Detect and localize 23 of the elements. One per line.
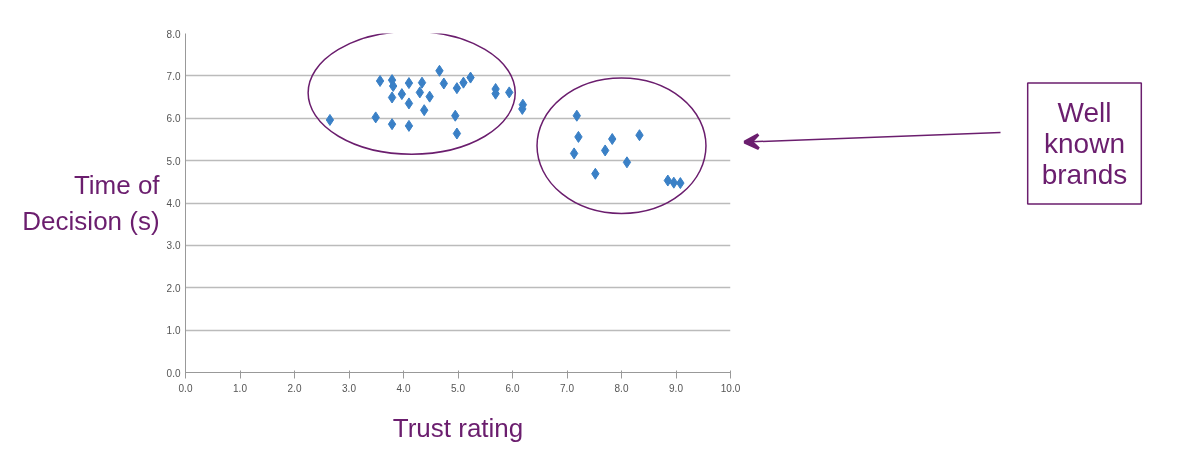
y-tick-label: 5.0	[166, 155, 181, 167]
x-tick-label: 9.0	[669, 382, 684, 394]
x-tick-label: 0.0	[178, 382, 193, 394]
y-tick-label: 7.0	[166, 70, 181, 82]
x-tick-label: 10.0	[720, 382, 741, 394]
x-tick-label: 7.0	[560, 382, 575, 394]
x-axis-title: Trust rating	[392, 412, 524, 443]
x-tick-label: 2.0	[287, 382, 302, 394]
x-tick-label: 3.0	[342, 382, 357, 394]
y-tick-label: 8.0	[166, 28, 181, 40]
x-tick-label: 5.0	[451, 382, 466, 394]
y-tick-label: 6.0	[166, 113, 181, 125]
x-tick-label: 6.0	[505, 382, 520, 394]
y-tick-label: 2.0	[166, 282, 181, 294]
y-tick-label: 3.0	[166, 240, 181, 252]
x-tick-label: 4.0	[396, 382, 411, 394]
x-tick-label: 8.0	[614, 382, 629, 394]
y-tick-label: 0.0	[166, 367, 181, 379]
x-tick-label: 1.0	[233, 382, 248, 394]
text: Well known brands	[1041, 97, 1128, 191]
y-tick-label: 4.0	[166, 198, 181, 209]
y-tick-label: 1.0	[166, 325, 181, 337]
y-axis-title: Time of Decision (s)	[22, 170, 161, 236]
